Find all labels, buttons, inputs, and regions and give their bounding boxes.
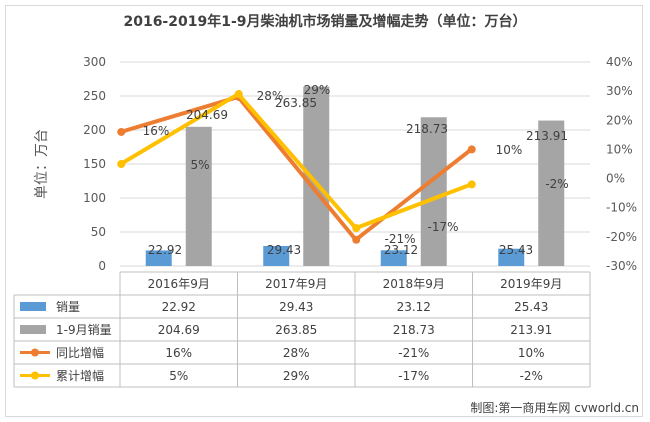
bar-sales: [263, 245, 290, 266]
data-label-sales: 22.92: [148, 243, 182, 257]
left-axis-tick-label: 50: [91, 225, 106, 239]
table-row-label: 累计增幅: [56, 368, 104, 383]
data-label-ytd-sales: 204.69: [186, 108, 228, 122]
table-cell: -21%: [398, 346, 429, 360]
chart-title: 2016-2019年1-9月柴油机市场销量及增幅走势（单位：万台）: [123, 13, 526, 30]
table-header-category: 2017年9月: [265, 277, 327, 291]
data-label-cumulative-growth: -17%: [427, 220, 458, 234]
bar-sales: [380, 250, 407, 266]
table-cell: 25.43: [514, 300, 548, 314]
legend-swatch-marker: [31, 371, 39, 380]
table-header-category: 2016年9月: [148, 277, 210, 291]
marker-yoy-growth: [352, 235, 361, 244]
table-cell: 29.43: [279, 300, 313, 314]
left-axis-tick-label: 0: [98, 259, 106, 273]
table-cell: 218.73: [393, 323, 435, 337]
data-label-yoy-growth: 10%: [496, 143, 523, 157]
table-cell: 22.92: [162, 300, 196, 314]
table-cell: 16%: [165, 346, 192, 360]
data-label-cumulative-growth: 29%: [304, 83, 331, 97]
right-axis-tick-label: -20%: [606, 230, 637, 244]
data-label-ytd-sales: 263.85: [275, 96, 317, 110]
marker-cumulative-growth: [352, 224, 361, 233]
right-axis-tick-label: -30%: [606, 259, 637, 273]
table-cell: -2%: [520, 369, 543, 383]
data-label-sales: 25.43: [499, 243, 533, 257]
data-label-yoy-growth: 28%: [257, 89, 284, 103]
data-label-yoy-growth: -21%: [384, 232, 415, 246]
table-cell: -17%: [398, 369, 429, 383]
marker-yoy-growth: [467, 145, 476, 154]
table-cell: 28%: [283, 346, 310, 360]
left-axis-tick-label: 200: [83, 123, 106, 137]
table-cell: 29%: [283, 369, 310, 383]
marker-cumulative-growth: [467, 180, 476, 189]
table-header-category: 2019年9月: [500, 277, 562, 291]
right-axis-tick-label: 20%: [606, 113, 633, 127]
table-cell: 5%: [169, 369, 188, 383]
table-cell: 10%: [518, 346, 545, 360]
marker-cumulative-growth: [234, 90, 243, 99]
credit-text: 制图:第一商用车网 cvworld.cn: [470, 400, 639, 415]
table-header-category: 2018年9月: [383, 277, 445, 291]
data-label-sales: 23.12: [384, 243, 418, 257]
marker-cumulative-growth: [117, 160, 126, 168]
table-cell: 204.69: [158, 323, 200, 337]
left-axis-tick-label: 100: [83, 191, 106, 205]
marker-yoy-growth: [117, 127, 126, 136]
data-label-cumulative-growth: 5%: [190, 158, 209, 172]
table-cell: 213.91: [510, 323, 552, 337]
data-label-yoy-growth: 16%: [143, 124, 170, 138]
legend-swatch-marker: [31, 348, 39, 357]
left-axis-tick-label: 150: [83, 157, 106, 171]
bar-ytd-sales: [420, 117, 447, 266]
table-cell: 23.12: [397, 300, 431, 314]
legend-swatch: [20, 325, 46, 334]
bar-sales: [145, 250, 172, 266]
left-axis-tick-label: 250: [83, 89, 106, 103]
bar-sales: [498, 248, 525, 266]
line-yoy-growth: [118, 94, 474, 242]
data-label-ytd-sales: 213.91: [526, 129, 568, 143]
bar-ytd-sales: [185, 126, 212, 267]
table-cell: 263.85: [275, 323, 317, 337]
right-axis-tick-label: 30%: [606, 84, 633, 98]
data-label-cumulative-growth: -2%: [545, 177, 568, 191]
data-label-sales: 29.43: [267, 243, 301, 257]
left-axis-tick-label: 300: [83, 55, 106, 69]
right-axis-tick-label: 10%: [606, 142, 633, 156]
bar-ytd-sales: [303, 86, 330, 266]
data-label-ytd-sales: 218.73: [406, 122, 448, 136]
y-axis-title: 单位：万台: [34, 129, 50, 199]
table-row-label: 1-9月销量: [56, 323, 112, 337]
line-cumulative-growth: [118, 92, 474, 231]
bar-ytd-sales: [538, 120, 565, 266]
right-axis-tick-label: -10%: [606, 201, 637, 215]
table-row-label: 销量: [56, 300, 80, 314]
right-axis-tick-label: 40%: [606, 55, 633, 69]
right-axis-tick-label: 0%: [606, 172, 625, 186]
legend-swatch: [20, 302, 46, 311]
table-row-label: 同比增幅: [56, 345, 104, 360]
